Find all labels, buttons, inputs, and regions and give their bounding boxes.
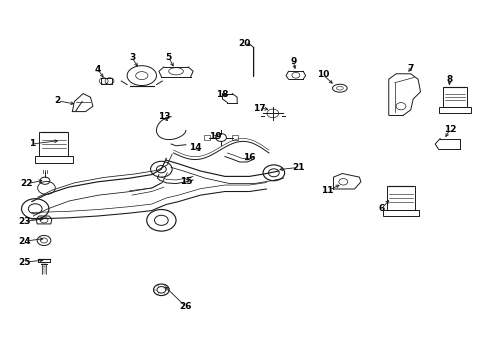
Text: 2: 2 (55, 96, 61, 105)
Text: 11: 11 (321, 186, 333, 195)
Text: 18: 18 (216, 90, 228, 99)
Text: 9: 9 (289, 57, 296, 66)
Text: 22: 22 (20, 179, 33, 188)
Text: 24: 24 (18, 237, 31, 246)
Text: 4: 4 (94, 65, 101, 74)
Text: 10: 10 (316, 70, 328, 79)
Text: 7: 7 (407, 64, 413, 73)
Text: 12: 12 (443, 125, 455, 134)
Text: 19: 19 (208, 132, 221, 141)
Text: 5: 5 (165, 53, 171, 62)
Text: 6: 6 (378, 204, 384, 213)
Text: 3: 3 (129, 53, 135, 62)
Text: 8: 8 (446, 75, 452, 84)
Text: 1: 1 (29, 139, 35, 148)
Text: 16: 16 (243, 153, 255, 162)
Text: 15: 15 (179, 177, 192, 186)
Text: 13: 13 (157, 112, 170, 121)
Text: 17: 17 (252, 104, 265, 112)
Text: 26: 26 (179, 302, 192, 311)
Text: 21: 21 (291, 163, 304, 172)
Text: 25: 25 (18, 258, 31, 266)
Text: 20: 20 (238, 39, 250, 48)
Text: 23: 23 (18, 217, 31, 226)
Text: 14: 14 (189, 143, 202, 152)
